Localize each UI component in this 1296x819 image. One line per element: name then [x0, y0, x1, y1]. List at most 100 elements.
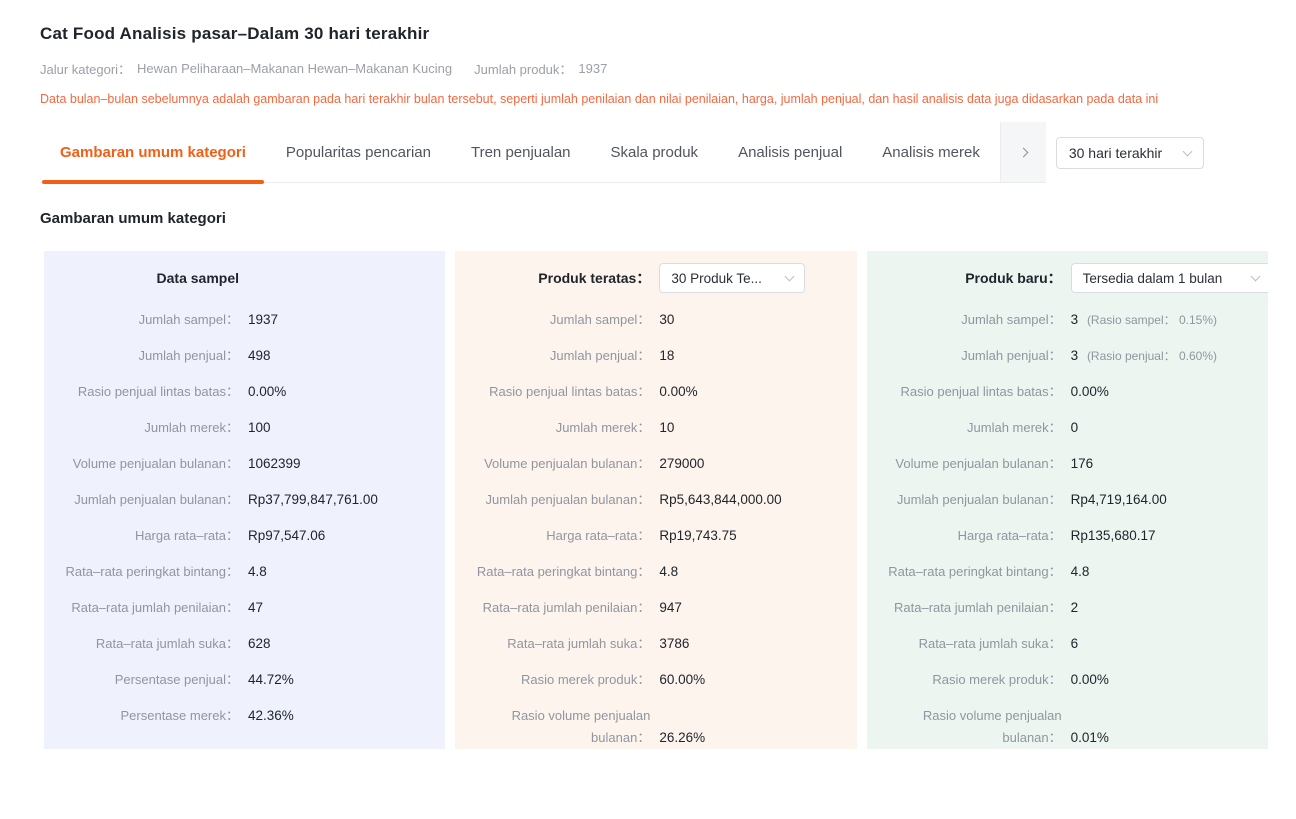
- stat-label: Jumlah merek：: [555, 420, 651, 435]
- stat-extra: (Rasio sampel： 0.15%): [1086, 313, 1217, 327]
- stat-label: Jumlah merek：: [144, 420, 239, 435]
- stat-value: 2: [1070, 600, 1079, 615]
- stat-value: Rp4,719,164.00: [1070, 492, 1167, 507]
- page-title: Cat Food Analisis pasar–Dalam 30 hari te…: [40, 24, 430, 43]
- stat-value: 3786: [659, 636, 690, 651]
- chevron-down-icon: [1250, 271, 1261, 282]
- stat-row: Jumlah sampel： 1937: [44, 309, 433, 331]
- stat-extra: (Rasio penjual： 0.60%): [1086, 349, 1218, 363]
- stat-value-cell: 47: [239, 597, 433, 619]
- stat-value: 6: [1070, 636, 1079, 651]
- stat-value-cell: 0.00%: [650, 381, 844, 403]
- stat-value-cell: 6: [1062, 633, 1256, 655]
- category-path-value: Hewan Peliharaan–Makanan Hewan–Makanan K…: [137, 61, 453, 76]
- stat-value-cell: 4.8: [650, 561, 844, 583]
- stat-label: Jumlah sampel：: [961, 312, 1062, 327]
- stat-value: 0.00%: [659, 384, 698, 399]
- stat-row: Persentase merek： 42.36%: [44, 705, 433, 727]
- stat-value-cell: 100: [239, 417, 433, 439]
- tab-bar: Gambaran umum kategori Popularitas penca…: [0, 122, 1296, 184]
- tabs-overflow-button[interactable]: [999, 122, 1046, 182]
- tab-analisis-penjual[interactable]: Analisis penjual: [718, 122, 862, 182]
- stat-label: Jumlah penjualan bulanan：: [74, 492, 239, 507]
- stat-value-cell: 498: [239, 345, 433, 367]
- stat-row: Jumlah penjualan bulanan： Rp5,643,844,00…: [455, 489, 844, 511]
- card-header-row: Produk baru： Tersedia dalam 1 bulan: [867, 263, 1268, 293]
- stat-label: Rasio penjual lintas batas：: [77, 384, 239, 399]
- stat-value-cell: 60.00%: [650, 669, 844, 691]
- stat-label: Rata–rata peringkat bintang：: [888, 564, 1062, 579]
- stat-row: Jumlah merek： 0: [867, 417, 1256, 439]
- stat-label: Rasio penjual lintas batas：: [900, 384, 1062, 399]
- stat-label: Rasio volume penjualan bulanan：: [922, 708, 1062, 745]
- stat-value: 100: [248, 420, 271, 435]
- stat-label: Rasio merek produk：: [932, 672, 1062, 687]
- stat-value-cell: 18: [650, 345, 844, 367]
- stat-value-cell: 947: [650, 597, 844, 619]
- stat-row: Volume penjualan bulanan： 279000: [455, 453, 844, 475]
- card-header-value: Tersedia dalam 1 bulan: [1062, 263, 1268, 293]
- card-dropdown[interactable]: 30 Produk Te...: [659, 263, 806, 293]
- stat-value-cell: 0.00%: [1062, 381, 1256, 403]
- stat-value: 30: [659, 312, 675, 327]
- stat-row: Rasio penjual lintas batas： 0.00%: [867, 381, 1256, 403]
- page-header: Cat Food Analisis pasar–Dalam 30 hari te…: [0, 0, 1296, 106]
- stat-label: Jumlah merek：: [967, 420, 1062, 435]
- period-dropdown[interactable]: 30 hari terakhir: [1055, 136, 1204, 169]
- card-dropdown[interactable]: Tersedia dalam 1 bulan: [1070, 263, 1268, 293]
- stat-value: Rp97,547.06: [248, 528, 326, 543]
- stat-row: Rata–rata jumlah suka： 3786: [455, 633, 844, 655]
- stat-row: Jumlah merek： 100: [44, 417, 433, 439]
- tab-skala-produk[interactable]: Skala produk: [591, 122, 719, 182]
- stat-value: 10: [659, 420, 675, 435]
- stat-row: Rata–rata jumlah suka： 628: [44, 633, 433, 655]
- category-path-label: Jalur kategori：: [40, 62, 132, 77]
- stat-value-cell: 42.36%: [239, 705, 433, 727]
- stat-value: Rp135,680.17: [1070, 528, 1156, 543]
- tab-popularitas-pencarian[interactable]: Popularitas pencarian: [266, 122, 451, 182]
- stat-label: Jumlah sampel：: [549, 312, 651, 327]
- stat-row: Jumlah penjual： 18: [455, 345, 844, 367]
- stat-label: Rata–rata peringkat bintang：: [476, 564, 651, 579]
- stat-value-cell: 0.01%: [1062, 727, 1256, 749]
- card-title: Data sampel: [156, 270, 239, 286]
- card-dropdown-value: 30 Produk Te...: [671, 270, 762, 286]
- stat-value-cell: Rp37,799,847,761.00: [239, 489, 433, 511]
- tab-analisis-merek[interactable]: Analisis merek: [862, 122, 1000, 182]
- stat-value-cell: 628: [239, 633, 433, 655]
- chevron-down-icon: [784, 271, 795, 282]
- stat-value: 0.01%: [1070, 730, 1109, 745]
- stat-label: Rasio merek produk：: [521, 672, 651, 687]
- stat-label: Persentase penjual：: [114, 672, 239, 687]
- stat-value-cell: Rp19,743.75: [650, 525, 844, 547]
- stat-label: Jumlah penjualan bulanan：: [896, 492, 1062, 507]
- stat-value: 42.36%: [248, 708, 294, 723]
- tab-label: Tren penjualan: [470, 143, 571, 161]
- stat-label: Jumlah penjual：: [549, 348, 651, 363]
- stat-label: Rasio penjual lintas batas：: [489, 384, 651, 399]
- stat-value: 3: [1070, 312, 1079, 327]
- stat-row: Jumlah merek： 10: [455, 417, 844, 439]
- stat-label: Harga rata–rata：: [957, 528, 1062, 543]
- stat-value: Rp37,799,847,761.00: [248, 492, 378, 507]
- tab-label: Gambaran umum kategori: [60, 143, 246, 161]
- stat-value: 0.00%: [1070, 672, 1109, 687]
- category-meta: Jalur kategori： Hewan Peliharaan–Makanan…: [40, 59, 1256, 78]
- stat-row: Rata–rata peringkat bintang： 4.8: [867, 561, 1256, 583]
- tab-gambaran-umum-kategori[interactable]: Gambaran umum kategori: [40, 122, 266, 184]
- card-title: Produk baru：: [965, 270, 1062, 286]
- tab-tren-penjualan[interactable]: Tren penjualan: [451, 122, 591, 182]
- stat-value-cell: Rp4,719,164.00: [1062, 489, 1256, 511]
- stat-label: Rata–rata jumlah suka：: [507, 636, 651, 651]
- data-notice: Data bulan–bulan sebelumnya adalah gamba…: [40, 92, 1159, 106]
- stat-row: Rasio penjual lintas batas： 0.00%: [455, 381, 844, 403]
- stat-label: Rata–rata jumlah suka：: [95, 636, 239, 651]
- stat-label: Jumlah sampel：: [138, 312, 239, 327]
- stat-label: Persentase merek：: [120, 708, 240, 723]
- stat-value: 26.26%: [659, 730, 706, 745]
- stat-label: Harga rata–rata：: [546, 528, 651, 543]
- stat-value: 4.8: [659, 564, 679, 579]
- stat-row: Volume penjualan bulanan： 1062399: [44, 453, 433, 475]
- stat-label: Rata–rata jumlah penilaian：: [482, 600, 651, 615]
- stat-value-cell: 4.8: [1062, 561, 1256, 583]
